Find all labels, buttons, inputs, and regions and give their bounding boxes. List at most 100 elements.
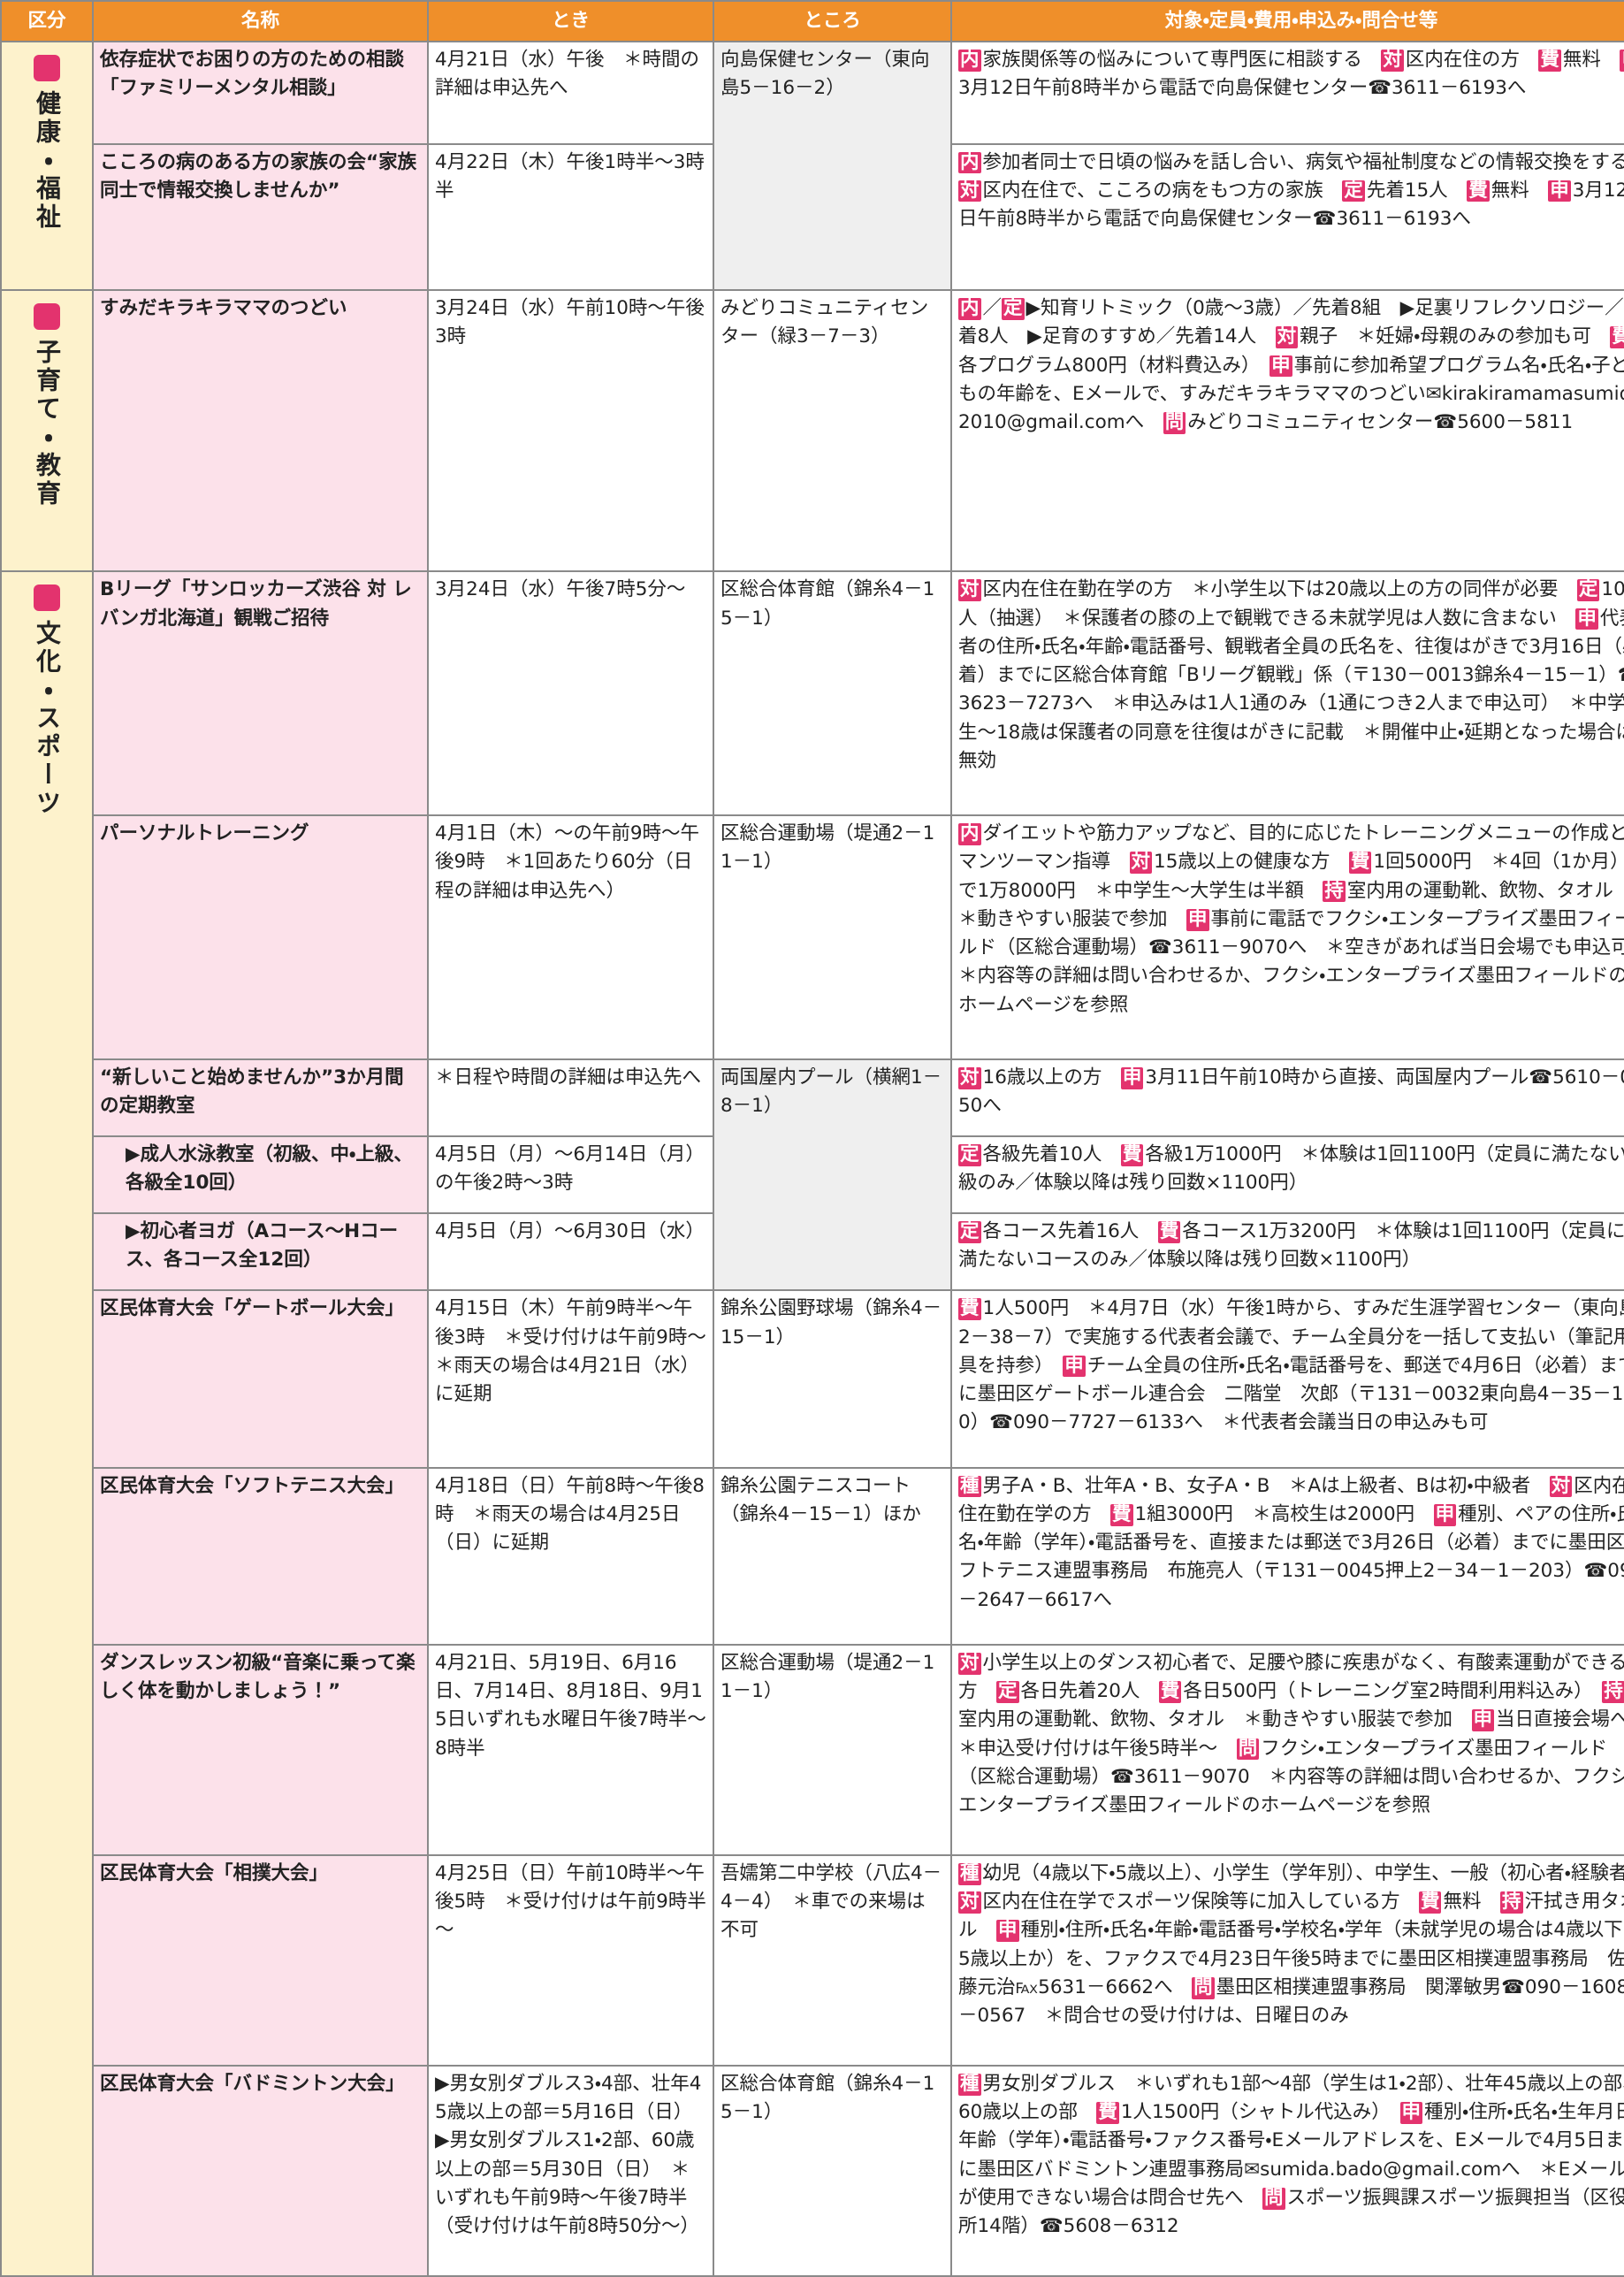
badge: 申 bbox=[1269, 355, 1292, 378]
event-time: ＊日程や時間の詳細は申込先へ bbox=[428, 1059, 713, 1136]
detail-text: 代表者の住所・氏名・年齢・電話番号、観戦者全員の氏名を、往復はがきで3月16日（… bbox=[958, 607, 1624, 772]
event-place: みどりコミュニティセンター（緑3－7－3） bbox=[713, 290, 951, 571]
detail-text: 各コース先着16人 bbox=[983, 1220, 1158, 1242]
event-details: 内家族関係等の悩みについて専門医に相談する 対区内在住の方 費無料 申3月12日… bbox=[951, 42, 1624, 144]
event-place: 区総合運動場（堤通2－11－1） bbox=[713, 1645, 951, 1855]
header-cell: 区分 bbox=[1, 1, 93, 42]
detail-text: 各日先着20人 bbox=[1021, 1680, 1159, 1702]
badge: 申 bbox=[1548, 180, 1571, 202]
event-place: 区総合運動場（堤通2－11－1） bbox=[713, 815, 951, 1059]
event-place: 錦糸公園テニスコート（錦糸4－15－1）ほか bbox=[713, 1468, 951, 1645]
badge: 対 bbox=[958, 1067, 981, 1089]
table-row: 文化・スポーツ Bリーグ「サンロッカーズ渋谷 対 レバンガ北海道」観戦ご招待 3月2… bbox=[1, 571, 1624, 815]
badge: 対 bbox=[1130, 852, 1153, 874]
detail-text: 室内用の運動靴、飲物、タオル ＊動きやすい服装で参加 bbox=[958, 1708, 1472, 1731]
badge: 費 bbox=[1610, 326, 1624, 348]
badge: 種 bbox=[958, 1863, 981, 1885]
table-body: 健康・福祉 依存症状でお困りの方のための相談「ファミリーメンタル相談」 4月21日（… bbox=[1, 42, 1624, 2276]
event-name: 区民体育大会「相撲大会」 bbox=[93, 1855, 428, 2066]
event-details: 対小学生以上のダンス初心者で、足腰や膝に疾患がなく、有酸素運動ができる方 定各日… bbox=[951, 1645, 1624, 1855]
event-name: Bリーグ「サンロッカーズ渋谷 対 レバンガ北海道」観戦ご招待 bbox=[93, 571, 428, 815]
badge: 費 bbox=[1110, 1504, 1133, 1526]
event-details: 内ダイエットや筋力アップなど、目的に応じたトレーニングメニューの作成とマンツーマ… bbox=[951, 815, 1624, 1059]
table-head: 区分 名称 とき ところ 対象・定員・費用・申込み・問合せ等 bbox=[1, 1, 1624, 42]
badge: 申 bbox=[1121, 1067, 1144, 1089]
category-icon bbox=[34, 55, 60, 81]
table-row: パーソナルトレーニング 4月1日（木）～の午前9時～午後9時 ＊1回あたり60分（… bbox=[1, 815, 1624, 1059]
detail-text: 3月12日午前8時半から電話で向島保健センター☎3611－6193へ bbox=[958, 77, 1526, 99]
badge: 問 bbox=[1192, 1977, 1215, 1999]
event-time: 4月5日（月）～6月14日（月）の午後2時～3時 bbox=[428, 1136, 713, 1213]
detail-text: ／ bbox=[983, 297, 1003, 319]
badge: 対 bbox=[958, 1891, 981, 1914]
detail-text: 区内在住在勤在学の方 ＊小学生以下は20歳以上の方の同伴が必要 bbox=[983, 578, 1577, 600]
detail-text: 無料 bbox=[1491, 180, 1549, 202]
category-cell: 文化・スポーツ bbox=[1, 571, 93, 2276]
badge: 定 bbox=[958, 1144, 981, 1166]
event-name: すみだキラキラママのつどい bbox=[93, 290, 428, 571]
badge: 内 bbox=[958, 50, 981, 72]
event-details: 種男女別ダブルス ＊いずれも1部～4部（学生は1・2部）、壮年45歳以上の部、6… bbox=[951, 2066, 1624, 2276]
category-label: 文化・スポーツ bbox=[28, 620, 65, 818]
event-details: 種男子A・B、壮年A・B、女子A・B ＊Aは上級者、Bは初・中級者 対区内在住在… bbox=[951, 1468, 1624, 1645]
event-place: 吾嬬第二中学校（八広4－4－4） ＊車での来場は不可 bbox=[713, 1855, 951, 2066]
badge: 対 bbox=[958, 180, 981, 202]
detail-text: 無料 bbox=[1443, 1891, 1500, 1913]
detail-text: 各級先着10人 bbox=[983, 1143, 1121, 1165]
badge: 内 bbox=[958, 823, 981, 845]
detail-text: 区内在住で、こころの病をもつ方の家族 bbox=[983, 180, 1343, 202]
table-row: 区民体育大会「ゲートボール大会」 4月15日（木）午前9時半～午後3時 ＊受け付け… bbox=[1, 1290, 1624, 1467]
badge: 種 bbox=[958, 1476, 981, 1498]
badge: 費 bbox=[1467, 180, 1490, 202]
event-time: 3月24日（水）午後7時5分～ bbox=[428, 571, 713, 815]
badge: 種 bbox=[958, 2074, 981, 2096]
detail-text: 1組3000円 ＊高校生は2000円 bbox=[1135, 1503, 1434, 1525]
badge: 申 bbox=[1063, 1356, 1086, 1378]
detail-text: 各日500円（トレーニング室2時間利用料込み） bbox=[1183, 1680, 1602, 1702]
event-name: 区民体育大会「バドミントン大会」 bbox=[93, 2066, 428, 2276]
category-cell: 健康・福祉 bbox=[1, 42, 93, 290]
category-cell: 子育て・教育 bbox=[1, 290, 93, 571]
badge: 費 bbox=[1121, 1144, 1144, 1166]
header-row: 区分 名称 とき ところ 対象・定員・費用・申込み・問合せ等 bbox=[1, 1, 1624, 42]
event-time: 4月25日（日）午前10時半～午後5時 ＊受け付けは午前9時半～ bbox=[428, 1855, 713, 2066]
badge: 持 bbox=[1500, 1891, 1523, 1914]
event-name: 依存症状でお困りの方のための相談「ファミリーメンタル相談」 bbox=[93, 42, 428, 144]
event-time: 3月24日（水）午前10時～午後3時 bbox=[428, 290, 713, 571]
event-time: 4月15日（木）午前9時半～午後3時 ＊受け付けは午前9時～ ＊雨天の場合は4月… bbox=[428, 1290, 713, 1467]
detail-text: みどりコミュニティセンター☎5600－5811 bbox=[1187, 411, 1573, 433]
event-details: 内参加者同士で日頃の悩みを話し合い、病気や福祉制度などの情報交換をする 対区内在… bbox=[951, 144, 1624, 291]
badge: 内 bbox=[958, 152, 981, 174]
badge: 問 bbox=[1163, 412, 1186, 434]
badge: 費 bbox=[1159, 1681, 1182, 1703]
table-row: 健康・福祉 依存症状でお困りの方のための相談「ファミリーメンタル相談」 4月21日（… bbox=[1, 42, 1624, 144]
badge: 費 bbox=[1419, 1891, 1442, 1914]
badge: 費 bbox=[958, 1298, 981, 1320]
table-row: ダンスレッスン初級“音楽に乗って楽しく体を動かしましょう！” 4月21日、5月19… bbox=[1, 1645, 1624, 1855]
event-time: 4月5日（月）～6月30日（水） bbox=[428, 1213, 713, 1290]
badge: 費 bbox=[1538, 50, 1561, 72]
badge: 内 bbox=[958, 298, 981, 320]
event-time: 4月18日（日）午前8時～午後8時 ＊雨天の場合は4月25日（日）に延期 bbox=[428, 1468, 713, 1645]
event-time: 4月1日（木）～の午前9時～午後9時 ＊1回あたり60分（日程の詳細は申込先へ） bbox=[428, 815, 713, 1059]
event-name: ▶初心者ヨガ（Aコース～Hコース、各コース全12回） bbox=[93, 1213, 428, 1290]
event-name: ダンスレッスン初級“音楽に乗って楽しく体を動かしましょう！” bbox=[93, 1645, 428, 1855]
header-cell: ところ bbox=[713, 1, 951, 42]
badge: 申 bbox=[1186, 909, 1209, 931]
badge: 定 bbox=[1577, 579, 1600, 601]
badge: 持 bbox=[1323, 881, 1346, 903]
detail-text: 区内在住在学でスポーツ保険等に加入している方 bbox=[983, 1891, 1419, 1913]
table-row: “新しいこと始めませんか”3か月間の定期教室 ＊日程や時間の詳細は申込先へ 両国屋内… bbox=[1, 1059, 1624, 1136]
badge: 申 bbox=[1472, 1709, 1495, 1731]
event-place: 区総合体育館（錦糸4－15－1） bbox=[713, 571, 951, 815]
header-cell: 名称 bbox=[93, 1, 428, 42]
event-time: 4月22日（木）午後1時半～3時半 bbox=[428, 144, 713, 291]
detail-text: 男子A・B、壮年A・B、女子A・B ＊Aは上級者、Bは初・中級者 bbox=[983, 1475, 1550, 1497]
event-time: ▶男女別ダブルス3・4部、壮年45歳以上の部＝5月16日（日） ▶男女別ダブルス… bbox=[428, 2066, 713, 2276]
event-name: “新しいこと始めませんか”3か月間の定期教室 bbox=[93, 1059, 428, 1136]
table-row: 区民体育大会「ソフトテニス大会」 4月18日（日）午前8時～午後8時 ＊雨天の場合… bbox=[1, 1468, 1624, 1645]
badge: 対 bbox=[1550, 1476, 1573, 1498]
detail-text: 1人1500円（シャトル代込み） bbox=[1121, 2101, 1400, 2123]
